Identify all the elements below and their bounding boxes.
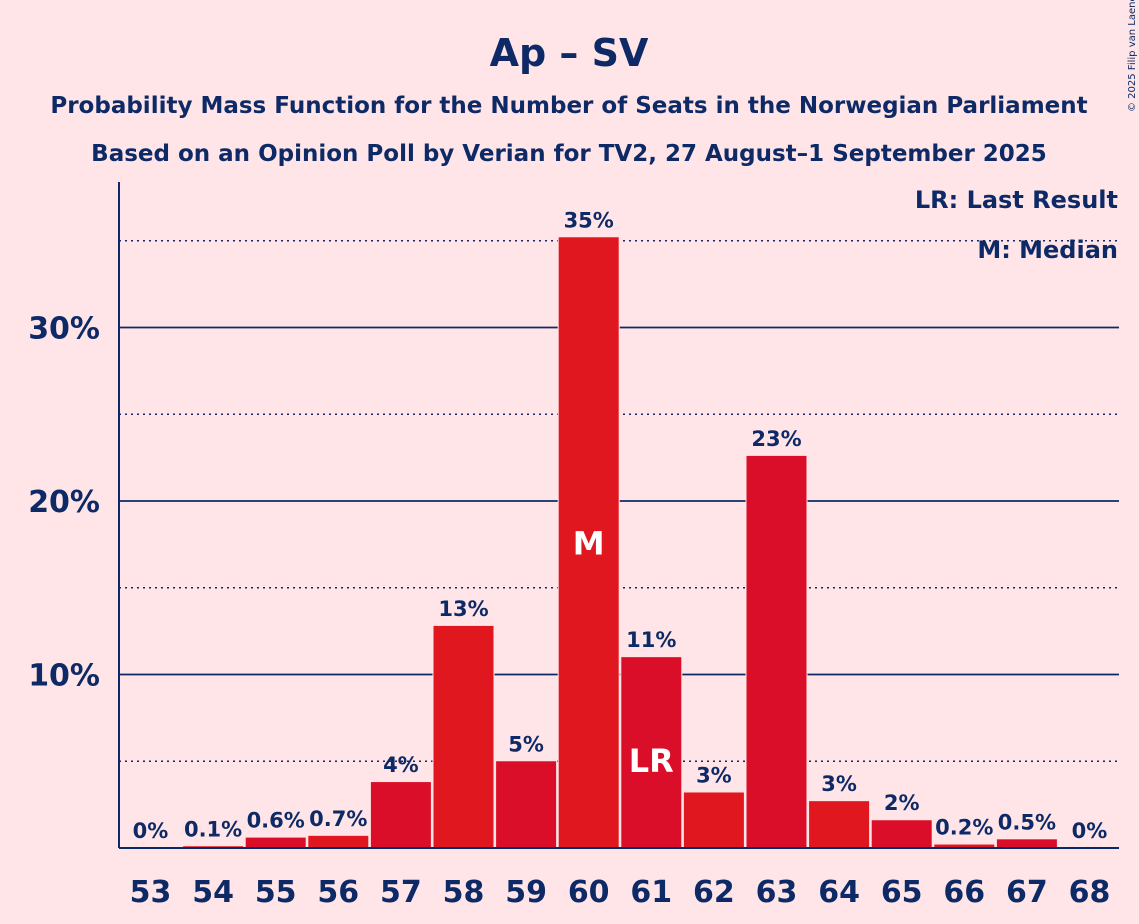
x-tick-60: 60 (568, 875, 610, 910)
bar-seat-61 (621, 657, 682, 848)
data-label-seat-61: 11% (626, 628, 676, 652)
x-tick-62: 62 (693, 875, 735, 910)
data-label-seat-56: 0.7% (309, 807, 367, 831)
bar-seat-55 (245, 837, 306, 848)
bar-seat-58 (433, 625, 494, 848)
data-labels: 0% 0.1% 0.6% 0.7% 4% 13% 5% 35% M 11% LR 3% 23% 3% 2% 0… (133, 208, 1108, 843)
x-tick-labels: 53 54 55 56 57 58 59 60 61 62 63 64 65 66 67 68 (130, 875, 1111, 910)
chart-title: Ap – SV (490, 31, 649, 75)
x-tick-67: 67 (1006, 875, 1048, 910)
x-tick-63: 63 (756, 875, 798, 910)
data-label-seat-59: 5% (508, 732, 544, 756)
data-label-seat-53: 0% (133, 819, 169, 843)
x-tick-66: 66 (943, 875, 985, 910)
bar-seat-66 (934, 844, 995, 848)
bar-seat-65 (871, 820, 932, 848)
data-label-seat-65: 2% (884, 791, 920, 815)
legend-median: M: Median (977, 236, 1118, 264)
chart-subtitle-1: Probability Mass Function for the Number… (50, 93, 1087, 119)
data-label-seat-64: 3% (821, 772, 857, 796)
data-label-seat-58: 13% (438, 597, 488, 621)
x-tick-57: 57 (380, 875, 422, 910)
bar-seat-59 (496, 761, 557, 848)
data-label-seat-60: 35% (564, 208, 614, 232)
copyright-notice: © 2025 Filip van Laenen (1127, 0, 1138, 112)
bar-seat-67 (996, 839, 1057, 848)
y-tick-20: 20% (28, 485, 100, 520)
bar-seat-63 (746, 455, 807, 848)
x-tick-65: 65 (881, 875, 923, 910)
y-tick-10: 10% (28, 659, 100, 694)
median-marker: M (573, 525, 605, 563)
data-label-seat-54: 0.1% (184, 817, 242, 841)
data-label-seat-67: 0.5% (998, 810, 1056, 834)
x-tick-64: 64 (818, 875, 860, 910)
x-tick-68: 68 (1069, 875, 1111, 910)
chart-subtitle-2: Based on an Opinion Poll by Verian for T… (91, 141, 1047, 167)
data-label-seat-62: 3% (696, 763, 732, 787)
axes (118, 182, 1119, 849)
bar-seat-56 (308, 835, 369, 848)
x-tick-56: 56 (317, 875, 359, 910)
data-label-seat-55: 0.6% (247, 809, 305, 833)
bar-seat-57 (370, 782, 431, 848)
x-tick-54: 54 (192, 875, 234, 910)
data-label-seat-66: 0.2% (935, 816, 993, 840)
x-tick-53: 53 (130, 875, 172, 910)
data-label-seat-68: 0% (1072, 819, 1108, 843)
x-tick-59: 59 (505, 875, 547, 910)
legend-last-result: LR: Last Result (915, 186, 1118, 214)
last-result-marker: LR (629, 742, 674, 780)
data-label-seat-57: 4% (383, 753, 419, 777)
x-tick-55: 55 (255, 875, 297, 910)
x-tick-61: 61 (630, 875, 672, 910)
bar-seat-62 (683, 792, 744, 848)
bar-seat-60 (558, 237, 619, 848)
bars (182, 236, 1058, 848)
x-tick-58: 58 (443, 875, 485, 910)
y-tick-30: 30% (28, 312, 100, 347)
y-tick-labels: 10% 20% 30% (28, 312, 100, 694)
data-label-seat-63: 23% (751, 427, 801, 451)
bar-seat-64 (809, 801, 870, 848)
